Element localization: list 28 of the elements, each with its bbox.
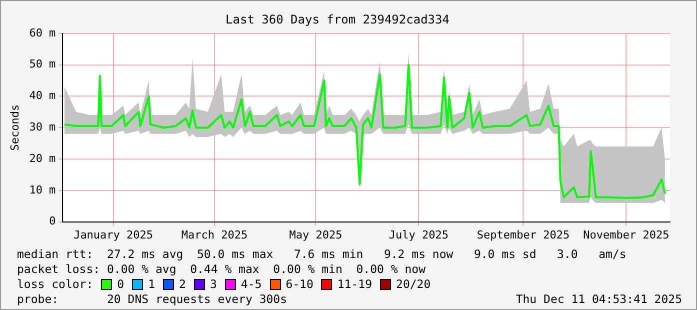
text: Thu Dec 11 04:53:41 2025 [516, 292, 682, 306]
x-tick-label: November 2025 [583, 228, 670, 242]
text: 1 [148, 277, 156, 292]
y-tick-label: 30 m [29, 120, 56, 134]
text: loss color: [17, 277, 94, 291]
y-axis-title: Seconds [8, 104, 22, 151]
y-tick-label: 10 m [29, 183, 56, 196]
text: probe: 20 DNS requests every 300s [17, 292, 288, 306]
text: 6-10 [286, 277, 314, 292]
text: 0 [117, 277, 124, 292]
chart-title: Last 360 Days from 239492cad334 [226, 12, 450, 26]
x-tick-label: July 2025 [388, 228, 448, 242]
y-tick-label: 20 m [29, 152, 56, 165]
text: 11-19 [337, 277, 372, 292]
x-tick-label: March 2025 [181, 228, 248, 242]
text: 3 [210, 277, 217, 292]
text: 4-5 [240, 277, 262, 292]
text: 2 [179, 277, 186, 292]
y-tick-label: 0 [49, 214, 56, 228]
y-tick-label: 60 m [29, 26, 56, 40]
x-tick-label: January 2025 [74, 228, 154, 242]
y-tick-label: 50 m [29, 58, 56, 71]
y-tick-label: 40 m [29, 89, 56, 102]
text: median rtt: 27.2 ms avg 50.0 ms max 7.6 ms min 9.2 ms now 9.0 ms sd 3.0 am/s [17, 247, 626, 262]
text: packet loss: 0.00 % avg 0.44 % max 0.00 % min 0.00 % now [17, 262, 426, 277]
x-tick-label: May 2025 [289, 228, 342, 242]
text: 20/20 [396, 277, 431, 292]
x-tick-label: September 2025 [476, 228, 570, 242]
